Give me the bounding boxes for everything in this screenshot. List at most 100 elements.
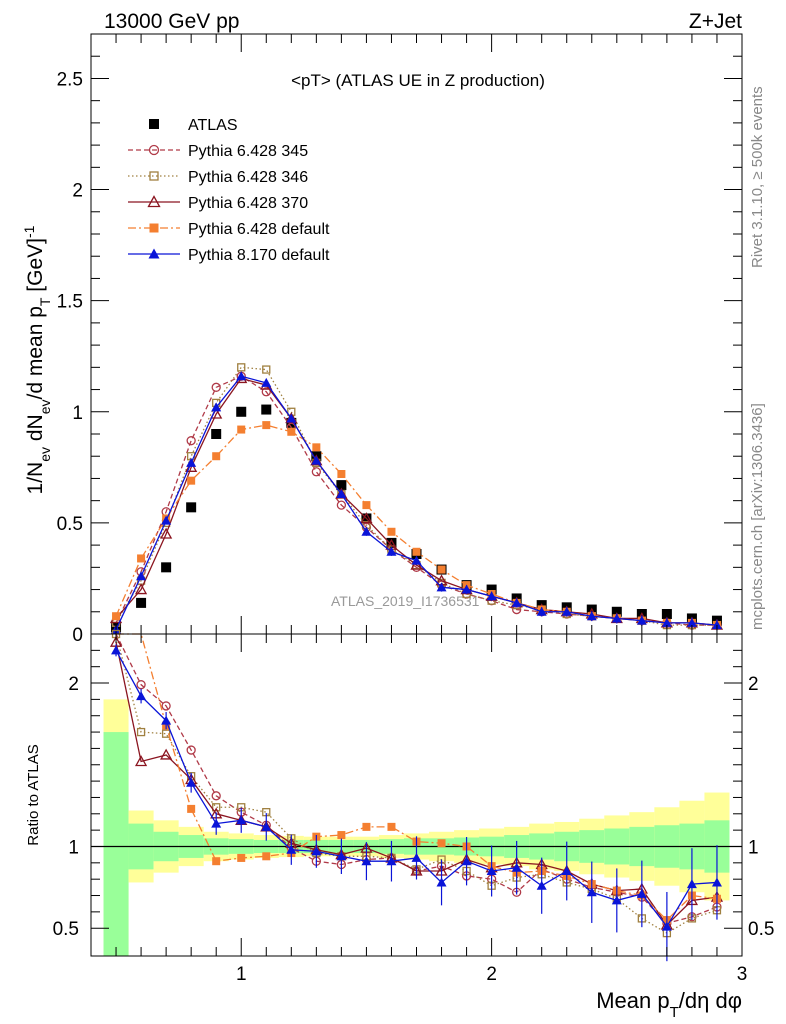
main-point: [586, 611, 597, 621]
legend-marker: [147, 195, 161, 208]
legend-entry: Pythia 8.170 default: [128, 247, 330, 264]
main-point: [636, 615, 647, 625]
ratio-point: [561, 866, 572, 876]
main-point: [136, 571, 147, 581]
ratio-point: [661, 921, 672, 931]
legend-marker: [149, 171, 159, 181]
ratio-point: [387, 822, 396, 831]
ratio-point: [186, 745, 196, 755]
ratio-point: [711, 877, 722, 887]
main-plot-axes: 0 0.5 1 1.5 2 2.5: [57, 33, 743, 646]
main-point: [336, 500, 347, 510]
main-point: [212, 452, 221, 461]
ratio-point: [136, 727, 146, 737]
legend-entry: Pythia 6.428 346: [128, 169, 308, 186]
main-point: [261, 387, 271, 397]
main-point: [136, 597, 147, 608]
ratio-line-1: [115, 633, 718, 934]
main-plot-background: [91, 34, 742, 634]
main-point: [561, 606, 572, 616]
ratio-point: [136, 691, 147, 701]
ratio-point: [337, 831, 346, 840]
main-point: [387, 527, 396, 536]
ratio-y-tick-label-right: 0.5: [748, 919, 774, 940]
ratio-point: [212, 857, 221, 866]
ratio-point: [461, 856, 472, 866]
main-point: [261, 404, 272, 415]
main-point: [262, 421, 271, 430]
legend-entry: Pythia 6.428 370: [128, 195, 308, 212]
legend-entry: Pythia 6.428 345: [128, 143, 308, 160]
ratio-plot-frame: [90, 633, 743, 957]
main-y-tick-label: 0: [72, 625, 83, 646]
mcplots-label: mcplots.cern.ch [arXiv:1306.3436]: [749, 403, 766, 630]
ratio-point: [362, 822, 371, 831]
process-label: Z+Jet: [689, 10, 742, 33]
ratio-point: [262, 852, 271, 861]
ratio-plot-axes: 0.5 0.5 1 1 2 2 1 2 3: [53, 633, 774, 985]
main-point: [486, 584, 497, 595]
ratio-y-tick-label-left: 2: [68, 674, 79, 695]
x-axis-label: Mean pT/dη dφ: [596, 988, 742, 1021]
main-point: [137, 554, 146, 563]
main-point: [112, 612, 121, 621]
main-y-tick-label: 1.5: [57, 292, 83, 313]
main-point: [237, 363, 246, 372]
ratio-y-tick-label-right: 2: [748, 674, 759, 695]
legend-label: Pythia 6.428 346: [188, 169, 308, 186]
legend-label: ATLAS: [188, 117, 238, 134]
ratio-point: [536, 880, 547, 890]
ratio-point: [211, 791, 221, 801]
main-point: [161, 562, 172, 573]
main-point: [236, 406, 247, 417]
ratio-y-tick-label-left: 1: [68, 837, 79, 858]
main-point: [262, 365, 271, 374]
ratio-point: [636, 888, 647, 898]
legend-label: Pythia 8.170 default: [188, 247, 330, 264]
main-point: [160, 527, 173, 539]
ratio-point: [311, 846, 322, 856]
main-point: [236, 371, 247, 381]
ratio-point: [237, 853, 246, 862]
main-point: [337, 470, 346, 478]
main-point: [311, 455, 322, 465]
main-point: [360, 512, 373, 524]
main-point: [411, 555, 422, 565]
main-point: [237, 425, 246, 434]
legend-label: Pythia 6.428 default: [188, 221, 330, 238]
main-point: [287, 427, 296, 436]
ratio-point: [111, 645, 122, 655]
ratio-point: [361, 856, 372, 866]
x-tick-label: 2: [486, 964, 497, 985]
main-point: [211, 402, 222, 412]
main-point: [312, 443, 321, 452]
ratio-point: [511, 862, 522, 872]
main-point: [711, 620, 722, 630]
ratio-point: [411, 852, 422, 862]
ratio-point: [261, 821, 272, 831]
main-point: [211, 429, 222, 439]
ratio-point: [286, 844, 297, 854]
ratio-point: [686, 879, 697, 889]
legend-marker: [149, 119, 159, 129]
main-point: [211, 382, 221, 392]
main-point: [311, 467, 321, 477]
analysis-watermark: ATLAS_2019_I1736531: [331, 593, 480, 609]
main-y-tick-label: 2.5: [57, 69, 83, 90]
ratio-point: [212, 803, 221, 812]
ratio-y-tick-label-right: 1: [748, 837, 759, 858]
legend-marker: [148, 144, 160, 156]
ratio-point: [186, 777, 197, 787]
main-plot-marks: [109, 363, 724, 634]
ratio-point: [134, 755, 148, 767]
main-point: [286, 413, 297, 423]
main-point: [386, 537, 397, 548]
main-point: [437, 565, 446, 574]
ratio-y-tick-label-left: 0.5: [53, 919, 79, 940]
main-point: [511, 597, 522, 607]
main-y-tick-label: 1: [72, 403, 83, 424]
ratio-point: [336, 851, 347, 861]
main-point: [161, 515, 172, 525]
main-y-axis-label: 1/Nev dNev/d mean pT [GeV]-1: [21, 225, 53, 494]
